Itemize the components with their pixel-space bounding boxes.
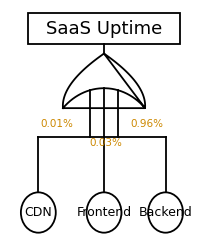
Text: 0.96%: 0.96% [131, 120, 164, 130]
Circle shape [148, 192, 183, 233]
Text: 0.01%: 0.01% [40, 120, 73, 130]
Text: Backend: Backend [139, 206, 192, 219]
Circle shape [21, 192, 56, 233]
Text: SaaS Uptime: SaaS Uptime [46, 20, 162, 38]
Text: 0.03%: 0.03% [90, 138, 123, 148]
Text: Frontend: Frontend [76, 206, 132, 219]
Bar [28, 13, 180, 44]
Circle shape [87, 192, 121, 233]
Text: CDN: CDN [25, 206, 52, 219]
